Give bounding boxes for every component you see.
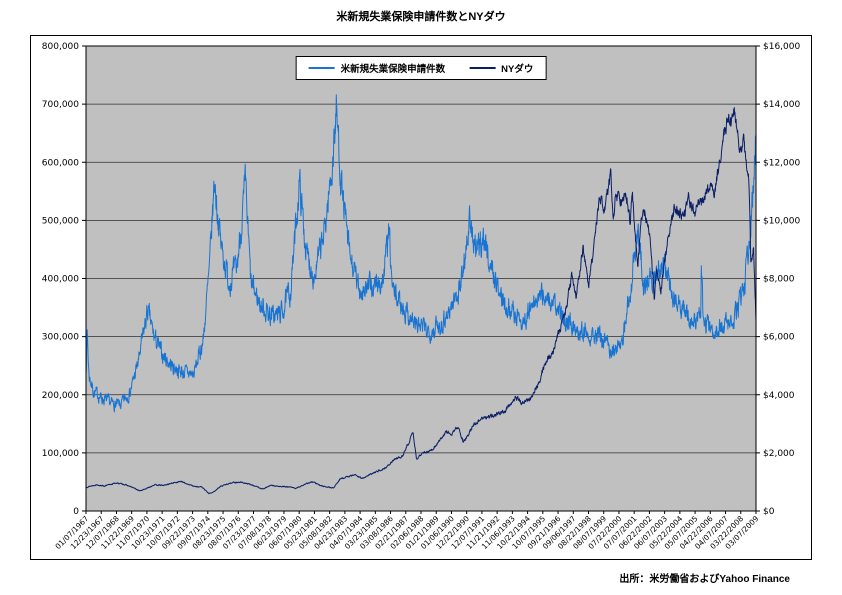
svg-text:100,000: 100,000 <box>42 449 79 459</box>
svg-text:0: 0 <box>73 507 79 517</box>
legend-line-0 <box>308 67 335 69</box>
svg-text:$10,000: $10,000 <box>763 216 800 226</box>
legend-label-dow: NYダウ <box>501 64 534 75</box>
source-note: 出所：米労働省およびYahoo Finance <box>619 574 790 585</box>
svg-text:500,000: 500,000 <box>42 216 79 226</box>
svg-text:$2,000: $2,000 <box>763 449 795 459</box>
chart-frame: 0 $0 100,000 $2,000 200,000 $4,000 300,000 $6,0… <box>30 35 812 560</box>
svg-text:$12,000: $12,000 <box>763 158 800 168</box>
svg-text:700,000: 700,000 <box>42 100 79 110</box>
chart-title: 米新規失業保険申請件数とNYダウ <box>336 11 506 23</box>
svg-text:$14,000: $14,000 <box>763 100 800 110</box>
svg-text:$8,000: $8,000 <box>763 275 795 285</box>
legend-item-dow: NYダウ <box>469 61 533 75</box>
legend-item-claims: 米新規失業保険申請件数 <box>308 61 446 75</box>
svg-text:$16,000: $16,000 <box>763 42 800 52</box>
chart-legend: 米新規失業保険申請件数 NYダウ <box>295 56 547 80</box>
svg-text:400,000: 400,000 <box>42 275 79 285</box>
svg-text:$0: $0 <box>763 507 775 517</box>
chart-plot: 0 $0 100,000 $2,000 200,000 $4,000 300,000 $6,0… <box>42 42 801 551</box>
svg-text:300,000: 300,000 <box>42 333 79 343</box>
svg-text:200,000: 200,000 <box>42 391 79 401</box>
legend-line-1 <box>469 67 496 69</box>
svg-text:800,000: 800,000 <box>42 42 79 52</box>
svg-text:600,000: 600,000 <box>42 158 79 168</box>
legend-label-claims: 米新規失業保険申請件数 <box>340 64 446 75</box>
svg-text:$6,000: $6,000 <box>763 333 795 343</box>
svg-text:$4,000: $4,000 <box>763 391 795 401</box>
